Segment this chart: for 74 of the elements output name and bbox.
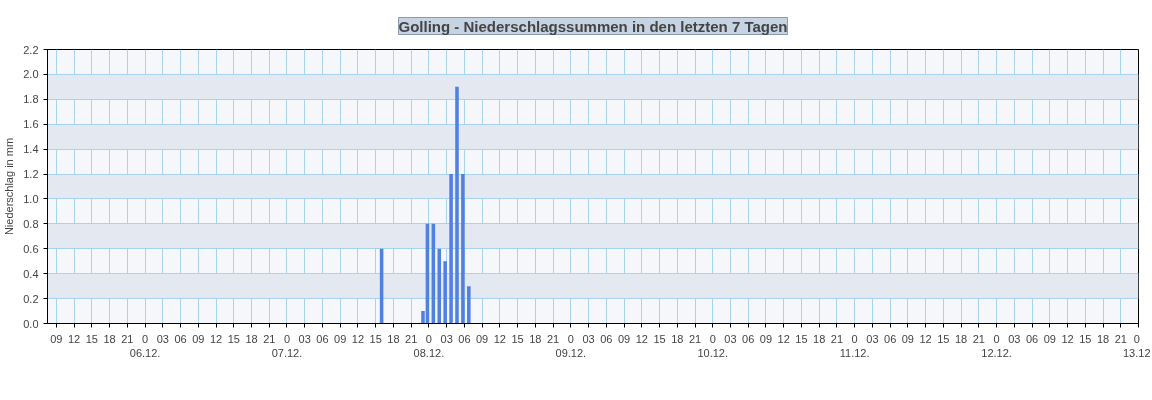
x-tick-label: 12 [777, 332, 790, 345]
y-axis-title: Niederschlag in mm [3, 137, 16, 236]
x-tick-label: 03 [582, 332, 595, 345]
x-tick-label: 06 [316, 332, 329, 345]
x-tick-label: 03 [1008, 332, 1021, 345]
x-tick-label: 09 [901, 332, 915, 345]
x-tick-label: 03 [866, 332, 879, 345]
x-tick-label: 21 [405, 332, 418, 345]
x-tick-label: 09 [476, 332, 489, 345]
x-tick-label: 12 [919, 332, 932, 345]
x-tick-label: 06 [458, 332, 471, 345]
y-tick-label: 0.4 [23, 267, 39, 280]
x-tick-label: 09 [617, 332, 631, 345]
y-tick-label: 0.2 [23, 292, 39, 305]
x-tick-label: 21 [830, 332, 844, 345]
x-tick-label: 21 [1114, 332, 1127, 345]
x-tick-label: 18 [529, 332, 542, 345]
x-tick-label: 12 [67, 332, 81, 345]
bar [443, 261, 447, 324]
x-tick-label: 12 [1061, 332, 1074, 345]
bar [437, 248, 442, 324]
y-tick-label: 1.8 [23, 93, 39, 106]
bar [449, 174, 453, 324]
x-tick-label: 12 [351, 332, 365, 345]
x-tick-label: 03 [724, 332, 737, 345]
x-tick-label: 09 [1043, 332, 1056, 345]
x-tick-label: 06 [742, 332, 755, 345]
x-tick-label: 09 [192, 332, 205, 345]
x-tick-label: 03 [440, 332, 453, 345]
y-tick-label: 1.4 [23, 143, 39, 156]
chart-title: Golling - Niederschlagssummen in den letzten 7 Tagen [398, 17, 788, 35]
x-tick-label: 06 [174, 332, 187, 345]
y-tick-label: 0.0 [23, 317, 39, 330]
x-tick-label: 15 [795, 332, 808, 345]
x-tick-label: 09 [50, 332, 63, 345]
x-tick-label: 06 [600, 332, 613, 345]
y-tick-label: 1.6 [23, 118, 39, 131]
bar [467, 286, 471, 324]
bar [455, 86, 459, 324]
x-tick-label: 21 [688, 332, 702, 345]
x-tick-label: 09 [334, 332, 347, 345]
y-tick-label: 0.6 [23, 242, 39, 255]
x-tick-label: 12 [493, 332, 506, 345]
y-tick-label: 1.2 [23, 168, 39, 181]
x-tick-label: 06 [884, 332, 897, 345]
bar [461, 174, 465, 324]
x-tick-label: 03 [298, 332, 311, 345]
x-tick-label: 15 [369, 332, 382, 345]
x-tick-label: 18 [954, 332, 968, 345]
x-tick-label: 15 [511, 332, 524, 345]
x-tick-label: 15 [1079, 332, 1092, 345]
y-tick-label: 1.0 [23, 192, 39, 205]
x-tick-label: 18 [387, 332, 400, 345]
x-tick-label: 03 [156, 332, 169, 345]
y-tick-label: 2.2 [23, 43, 39, 56]
x-tick-label: 21 [263, 332, 276, 345]
x-tick-label: 15 [937, 332, 950, 345]
x-tick-label: 18 [103, 332, 116, 345]
x-tick-label: 18 [813, 332, 826, 345]
x-tick-label: 12 [209, 332, 223, 345]
x-tick-label: 12 [635, 332, 648, 345]
y-tick-label: 2.0 [23, 68, 39, 81]
x-tick-label: 06 [1025, 332, 1039, 345]
x-tick-label: 15 [653, 332, 666, 345]
x-tick-label: 15 [85, 332, 98, 345]
x-tick-label: 18 [245, 332, 258, 345]
x-tick-label: 21 [121, 332, 134, 345]
x-tick-label: 18 [1096, 332, 1110, 345]
x-tick-label: 15 [227, 332, 240, 345]
x-tick-label: 09 [759, 332, 773, 345]
x-tick-label: 18 [671, 332, 684, 345]
x-tick-label: 21 [972, 332, 985, 345]
x-tick-label: 21 [546, 332, 560, 345]
y-tick-label: 0.8 [23, 217, 39, 230]
